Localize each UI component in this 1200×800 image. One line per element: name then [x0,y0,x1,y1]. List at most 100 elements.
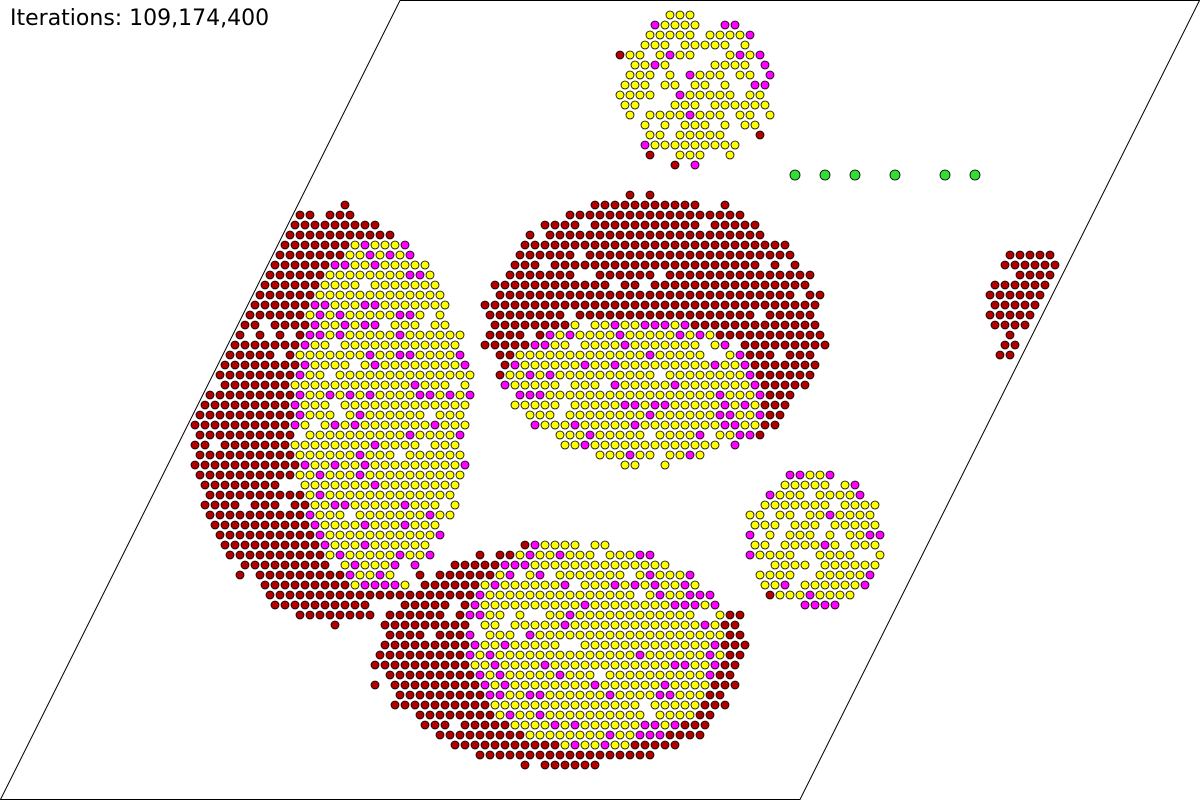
particle [535,370,545,380]
particle [235,330,245,340]
particle [670,280,680,290]
particle [310,580,320,590]
particle [620,600,630,610]
particle [345,590,355,600]
particle [335,350,345,360]
particle [610,360,620,370]
particle [290,220,300,230]
particle [745,550,755,560]
particle [690,140,700,150]
particle [415,270,425,280]
particle [455,390,465,400]
particle [570,740,580,750]
particle [395,510,405,520]
particle [395,610,405,620]
particle [220,480,230,490]
particle [635,210,645,220]
particle [255,490,265,500]
particle [675,250,685,260]
particle [1005,330,1015,340]
particle [365,390,375,400]
particle [590,300,600,310]
particle [390,500,400,510]
particle [425,530,435,540]
particle [545,310,555,320]
particle [505,710,515,720]
particle [765,530,775,540]
particle [495,750,505,760]
particle [375,490,385,500]
particle [265,530,275,540]
particle [730,300,740,310]
particle [780,500,790,510]
particle [565,390,575,400]
particle [505,570,515,580]
particle [235,390,245,400]
particle [415,670,425,680]
particle [375,310,385,320]
particle [460,400,470,410]
particle [435,490,445,500]
particle [889,169,901,181]
particle [460,380,470,390]
particle [425,430,435,440]
particle [700,260,710,270]
particle [315,470,325,480]
particle [335,590,345,600]
particle [660,600,670,610]
particle [440,400,450,410]
particle [780,340,790,350]
particle [455,610,465,620]
particle [320,560,330,570]
particle [445,490,455,500]
particle [555,690,565,700]
particle [760,380,770,390]
particle [270,360,280,370]
particle [550,720,560,730]
particle [305,470,315,480]
particle [375,290,385,300]
particle [405,310,415,320]
particle [715,290,725,300]
particle [755,130,765,140]
particle [330,600,340,610]
particle [400,460,410,470]
particle [735,350,745,360]
particle [800,600,810,610]
particle [625,330,635,340]
particle [320,460,330,470]
particle [280,260,290,270]
particle [400,580,410,590]
particle [685,50,695,60]
particle [630,280,640,290]
particle [485,610,495,620]
particle [465,670,475,680]
particle [295,470,305,480]
particle [230,440,240,450]
particle [595,690,605,700]
particle [595,350,605,360]
particle [405,410,415,420]
particle [315,310,325,320]
particle [420,260,430,270]
particle [540,240,550,250]
particle [765,350,775,360]
particle [430,720,440,730]
particle [315,350,325,360]
particle [705,290,715,300]
particle [665,650,675,660]
particle [350,340,360,350]
particle [320,340,330,350]
particle [725,210,735,220]
particle [290,540,300,550]
particle [600,600,610,610]
particle [220,440,230,450]
particle [605,230,615,240]
particle [735,50,745,60]
particle [710,60,720,70]
particle [825,570,835,580]
particle [265,270,275,280]
particle [675,10,685,20]
particle [560,360,570,370]
particle [375,330,385,340]
